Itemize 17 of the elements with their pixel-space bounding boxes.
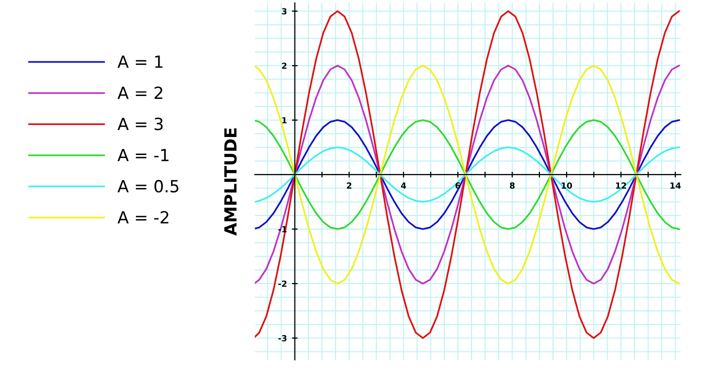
- y-tick-label: 1: [282, 117, 287, 124]
- y-tick-label: 2: [282, 62, 286, 69]
- y-tick-label: 3: [282, 8, 286, 14]
- line-series: [254, 146, 680, 203]
- y-tick-label: -3: [278, 335, 286, 342]
- legend-label: A = -1: [118, 148, 168, 162]
- legend-label: A = 0.5: [118, 180, 178, 193]
- y-tick-label: -2: [278, 280, 286, 287]
- legend-label: A = 3: [118, 118, 163, 130]
- legend-label: A = -2: [118, 211, 168, 224]
- x-tick-label: 4: [401, 182, 406, 189]
- y-axis-title: AMPLITUDE: [224, 128, 237, 236]
- x-tick-label: 8: [510, 182, 515, 189]
- legend-label: A = 1: [118, 56, 162, 68]
- x-tick-label: 2: [346, 182, 352, 189]
- x-tick-label: 14: [670, 182, 681, 189]
- legend-label: A = 2: [118, 86, 162, 99]
